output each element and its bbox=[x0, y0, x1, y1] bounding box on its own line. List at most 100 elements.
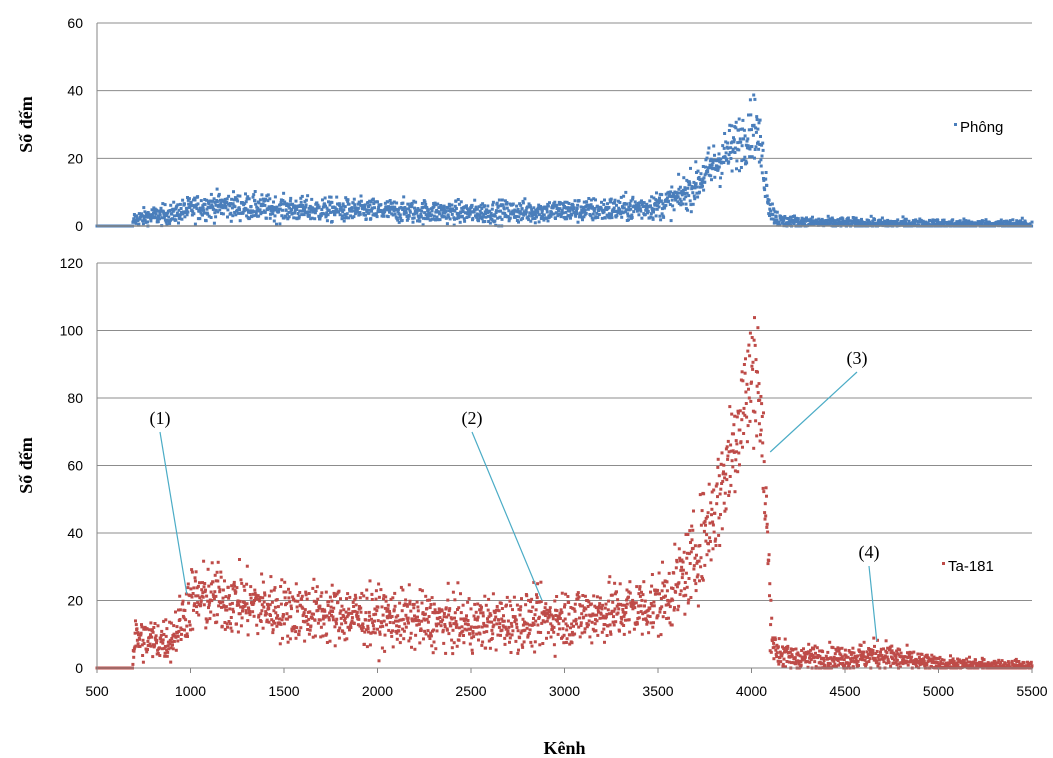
data-point bbox=[677, 547, 681, 551]
data-point bbox=[1006, 660, 1010, 664]
data-point bbox=[517, 648, 520, 652]
data-point bbox=[411, 220, 415, 224]
data-point bbox=[440, 208, 443, 212]
data-point bbox=[444, 606, 448, 610]
data-point bbox=[616, 611, 620, 615]
data-point bbox=[681, 568, 685, 572]
data-point bbox=[719, 487, 723, 491]
data-point bbox=[858, 222, 862, 226]
data-point bbox=[339, 597, 342, 601]
data-point bbox=[529, 219, 533, 223]
data-point bbox=[181, 212, 185, 216]
data-point bbox=[479, 203, 483, 207]
data-point bbox=[584, 607, 588, 611]
data-point bbox=[481, 614, 485, 618]
data-point bbox=[158, 213, 162, 217]
data-point bbox=[139, 633, 143, 637]
data-point bbox=[316, 608, 320, 612]
data-point bbox=[790, 661, 793, 665]
data-point bbox=[329, 605, 333, 609]
data-point bbox=[818, 654, 822, 658]
data-point bbox=[505, 603, 508, 607]
data-point bbox=[466, 600, 470, 604]
data-point bbox=[296, 609, 299, 613]
data-point bbox=[245, 564, 249, 568]
data-point bbox=[821, 662, 825, 666]
data-point bbox=[225, 608, 229, 612]
data-point bbox=[297, 215, 301, 218]
data-point bbox=[966, 664, 970, 668]
data-point bbox=[474, 610, 478, 614]
data-point bbox=[188, 623, 192, 627]
data-point bbox=[226, 215, 229, 219]
data-point bbox=[135, 215, 139, 219]
data-point bbox=[248, 209, 252, 213]
data-point bbox=[399, 633, 403, 637]
data-point bbox=[220, 204, 224, 207]
data-point bbox=[154, 634, 158, 638]
data-point bbox=[186, 582, 190, 586]
data-point bbox=[412, 602, 416, 606]
data-point bbox=[930, 653, 934, 657]
data-point bbox=[423, 200, 427, 204]
data-point bbox=[875, 659, 879, 663]
data-point bbox=[500, 198, 504, 202]
data-point bbox=[270, 205, 274, 208]
data-point bbox=[674, 566, 678, 570]
data-point bbox=[858, 650, 862, 653]
data-point bbox=[352, 197, 356, 201]
data-point bbox=[657, 201, 661, 205]
data-point bbox=[889, 655, 893, 659]
data-point bbox=[385, 609, 389, 613]
data-point bbox=[553, 599, 557, 603]
data-point bbox=[783, 215, 787, 218]
data-point bbox=[628, 204, 632, 208]
data-point bbox=[724, 472, 728, 476]
data-point bbox=[262, 600, 266, 604]
data-point bbox=[548, 606, 552, 610]
data-point bbox=[695, 553, 698, 557]
data-point bbox=[208, 199, 212, 203]
data-point bbox=[796, 653, 800, 657]
data-point bbox=[772, 208, 776, 212]
data-point bbox=[496, 216, 500, 220]
data-point bbox=[337, 210, 341, 214]
data-point bbox=[477, 638, 480, 642]
data-point bbox=[968, 663, 972, 667]
data-point bbox=[278, 642, 282, 646]
data-point bbox=[665, 196, 669, 200]
data-point bbox=[207, 603, 211, 607]
data-point bbox=[749, 113, 753, 117]
data-point bbox=[695, 575, 699, 579]
data-point bbox=[731, 147, 735, 151]
data-point bbox=[625, 588, 629, 592]
data-point bbox=[314, 209, 318, 212]
data-point bbox=[327, 618, 331, 622]
data-point bbox=[512, 212, 516, 216]
data-point bbox=[719, 462, 723, 466]
data-point bbox=[586, 207, 590, 211]
data-point bbox=[256, 632, 260, 636]
data-point bbox=[584, 211, 588, 215]
data-point bbox=[174, 207, 177, 211]
data-point bbox=[152, 645, 156, 649]
data-point bbox=[474, 205, 478, 209]
data-point bbox=[183, 202, 186, 206]
data-point bbox=[414, 619, 418, 623]
data-point bbox=[220, 605, 223, 609]
data-point bbox=[756, 326, 760, 330]
data-point bbox=[470, 205, 474, 209]
data-point bbox=[775, 655, 779, 659]
data-point bbox=[571, 203, 575, 207]
data-point bbox=[706, 151, 710, 155]
data-point bbox=[752, 93, 756, 97]
data-point bbox=[497, 198, 501, 202]
data-point bbox=[384, 205, 388, 209]
data-point bbox=[174, 218, 178, 222]
data-point bbox=[497, 609, 501, 613]
data-point bbox=[635, 585, 639, 589]
data-point bbox=[958, 219, 962, 223]
data-point bbox=[668, 621, 672, 625]
data-point bbox=[448, 607, 452, 611]
data-point bbox=[586, 623, 590, 627]
